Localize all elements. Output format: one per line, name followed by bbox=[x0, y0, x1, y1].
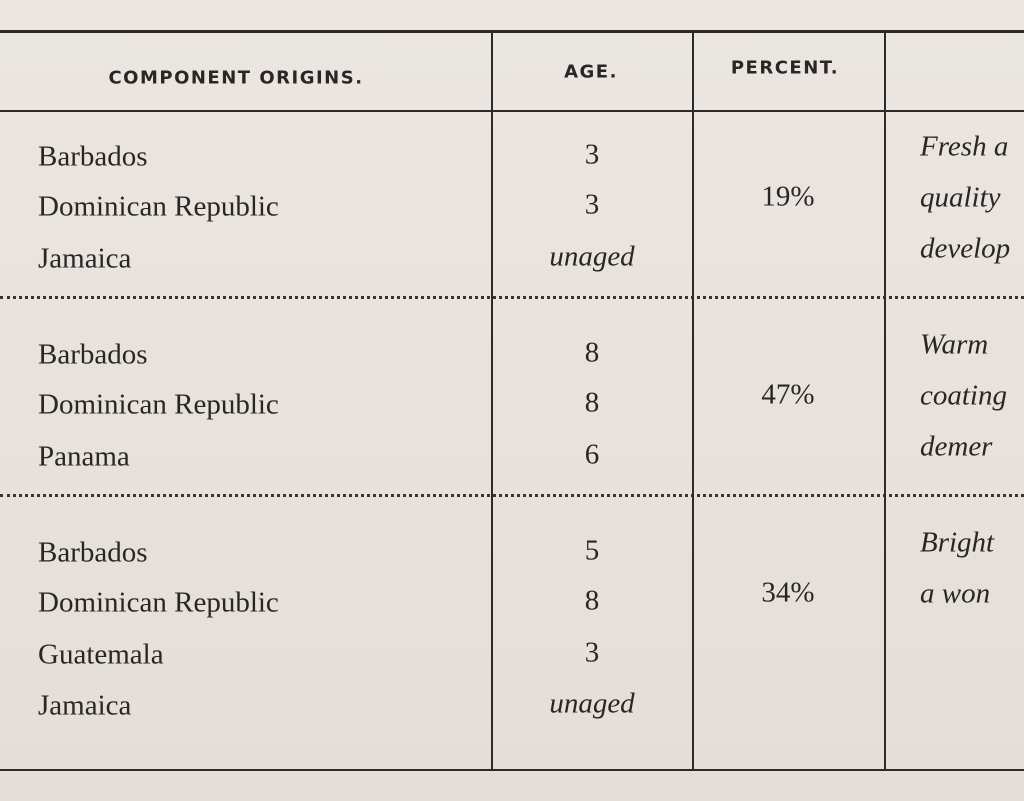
origin: Dominican Republic bbox=[38, 586, 279, 619]
column-header: PERCENT. bbox=[730, 57, 840, 79]
top-rule bbox=[0, 30, 1024, 33]
origin: Barbados bbox=[38, 536, 148, 569]
percent: 34% bbox=[761, 576, 815, 609]
age: 8 bbox=[584, 584, 600, 617]
column-header: AGE. bbox=[564, 61, 618, 83]
tasting-note: develop bbox=[920, 232, 1011, 265]
origin: Guatemala bbox=[38, 638, 164, 671]
age: 8 bbox=[584, 386, 600, 419]
header-rule bbox=[0, 110, 1024, 112]
tasting-note: demer bbox=[920, 430, 993, 463]
percent: 19% bbox=[761, 180, 815, 213]
origin: Jamaica bbox=[38, 242, 132, 275]
origin: Jamaica bbox=[38, 689, 132, 722]
age: 3 bbox=[584, 138, 600, 171]
age: unaged bbox=[549, 240, 635, 273]
origin: Barbados bbox=[38, 338, 148, 371]
column-rule bbox=[692, 30, 694, 770]
tasting-note: Fresh a bbox=[920, 130, 1009, 163]
tasting-note: Warm bbox=[920, 328, 989, 361]
group-separator bbox=[0, 296, 1024, 299]
tasting-note: quality bbox=[920, 181, 1001, 214]
age: 3 bbox=[584, 636, 600, 669]
origin: Barbados bbox=[38, 140, 148, 173]
tasting-note: a won bbox=[920, 577, 991, 610]
origin: Panama bbox=[38, 440, 130, 473]
column-header: COMPONENT ORIGINS. bbox=[108, 67, 364, 89]
group-separator bbox=[0, 494, 1024, 497]
age: 8 bbox=[584, 336, 600, 369]
column-rule bbox=[491, 30, 493, 770]
origin: Dominican Republic bbox=[38, 388, 279, 421]
age: 3 bbox=[584, 188, 600, 221]
tasting-note: coating bbox=[920, 379, 1007, 412]
age: 6 bbox=[584, 438, 600, 471]
age: 5 bbox=[584, 534, 600, 567]
bottom-rule bbox=[0, 769, 1024, 771]
percent: 47% bbox=[761, 378, 815, 411]
origin: Dominican Republic bbox=[38, 190, 279, 223]
column-rule bbox=[884, 30, 886, 770]
tasting-note: Bright bbox=[920, 526, 995, 559]
age: unaged bbox=[549, 687, 635, 720]
